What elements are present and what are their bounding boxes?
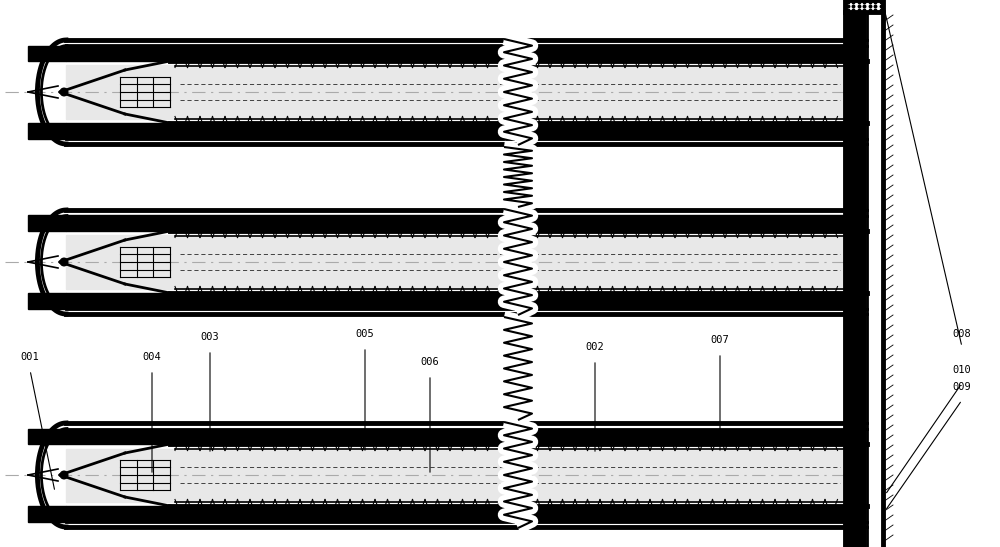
- Bar: [867, 12, 883, 547]
- Bar: [845, 0, 883, 12]
- Circle shape: [60, 88, 68, 96]
- Text: 004: 004: [143, 352, 161, 362]
- Bar: [66, 506, 845, 521]
- Bar: [28, 293, 66, 309]
- Circle shape: [60, 258, 68, 266]
- Text: 010: 010: [953, 365, 971, 375]
- Text: 007: 007: [711, 335, 729, 345]
- Text: 001: 001: [21, 352, 39, 362]
- Bar: [66, 428, 845, 444]
- Text: 005: 005: [356, 329, 374, 339]
- Text: 008: 008: [953, 329, 971, 339]
- Bar: [66, 66, 845, 119]
- Bar: [66, 123, 845, 138]
- Bar: [28, 123, 66, 138]
- Bar: [28, 506, 66, 521]
- Bar: [66, 449, 845, 502]
- Text: 002: 002: [586, 342, 604, 352]
- Text: 003: 003: [201, 332, 219, 342]
- Text: 009: 009: [953, 382, 971, 392]
- Text: 006: 006: [421, 357, 439, 367]
- Bar: [66, 216, 845, 231]
- Bar: [28, 216, 66, 231]
- Bar: [66, 293, 845, 309]
- Bar: [845, 12, 867, 547]
- Bar: [28, 45, 66, 61]
- Bar: [28, 428, 66, 444]
- Bar: [66, 236, 845, 288]
- Circle shape: [60, 471, 68, 479]
- Bar: [66, 45, 845, 61]
